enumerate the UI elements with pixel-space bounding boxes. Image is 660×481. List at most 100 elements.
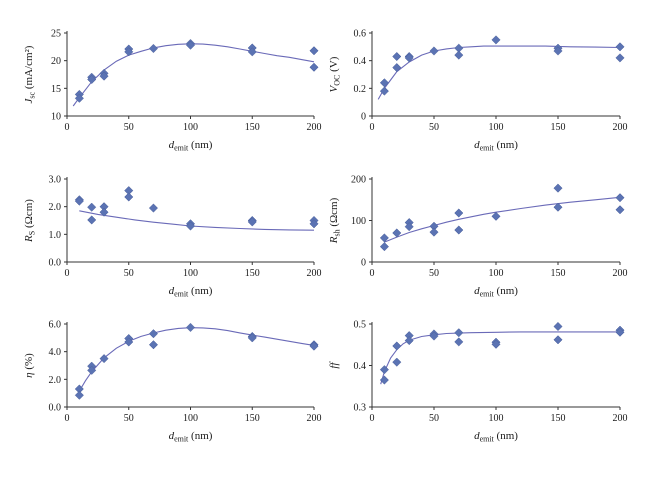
data-point-diamond — [309, 341, 319, 351]
y-tick-label: 100 — [351, 216, 366, 227]
y-tick-label: 3.0 — [49, 175, 62, 186]
x-tick-label: 100 — [489, 122, 504, 133]
x-tick-label: 50 — [429, 122, 439, 133]
x-tick-label: 150 — [245, 268, 260, 279]
x-axis-label-sub: emit — [480, 290, 495, 299]
x-axis-label: demit (nm) — [169, 285, 213, 299]
data-point-diamond — [454, 225, 464, 235]
panel-ff: 0 50 100 150 200 0.3 0.4 0.5 demit (nm) ff — [328, 320, 628, 444]
x-axis-label-sub: emit — [174, 290, 189, 299]
y-tick-label: 0 — [361, 258, 366, 269]
x-tick-label: 50 — [429, 413, 439, 424]
data-point-diamond — [185, 40, 196, 50]
data-point-diamond — [454, 208, 464, 218]
data-point-diamond — [99, 71, 109, 81]
y-axis-label-main: R — [23, 235, 35, 243]
y-tick-label: 0.3 — [354, 403, 367, 414]
x-axis-label-main: d — [169, 139, 175, 151]
panel-voc: 0 50 100 150 200 0 0.2 0.4 0.6 demit (nm) VOC (V) — [328, 29, 628, 153]
data-point-diamond — [379, 375, 389, 385]
data-point-diamond — [615, 53, 625, 63]
x-tick-label: 0 — [65, 122, 70, 133]
x-tick-label: 100 — [183, 122, 198, 133]
y-tick-label: 4.0 — [49, 347, 62, 358]
data-point-diamond — [615, 205, 625, 215]
fit-curve — [377, 45, 621, 100]
data-point-diamond — [309, 62, 319, 72]
y-tick-label: 200 — [351, 175, 366, 186]
data-point-diamond — [454, 50, 464, 60]
x-tick-label: 200 — [613, 268, 628, 279]
data-point-diamond — [491, 339, 501, 349]
data-point-diamond — [309, 219, 319, 229]
x-tick-label: 0 — [65, 268, 70, 279]
x-axis-label-unit: (nm) — [188, 285, 212, 297]
data-point-diamond — [491, 211, 501, 221]
x-tick-label: 50 — [124, 268, 134, 279]
data-point-diamond — [404, 53, 414, 63]
data-point-diamond — [553, 321, 563, 332]
y-axis-label-sub: sh — [333, 229, 342, 236]
data-point-diamond — [185, 322, 196, 333]
data-point-diamond — [615, 42, 625, 52]
y-tick-label: 2.0 — [49, 202, 62, 213]
x-tick-label: 0 — [370, 268, 375, 279]
y-axis-label: Jsc (mA/cm²) — [23, 45, 37, 103]
y-axis-label-sub: sc — [28, 91, 37, 98]
x-tick-label: 200 — [307, 122, 322, 133]
y-tick-label: 2.0 — [49, 375, 62, 386]
data-point-diamond — [379, 86, 389, 96]
x-tick-label: 50 — [124, 122, 134, 133]
data-point-diamond — [553, 335, 563, 345]
fit-curve — [72, 43, 315, 107]
y-axis-label-main: ff — [328, 361, 340, 369]
data-point-diamond — [379, 242, 389, 252]
x-tick-label: 100 — [183, 413, 198, 424]
y-axis-label: η (%) — [23, 353, 35, 378]
x-axis-label-main: d — [169, 285, 175, 297]
y-axis-label: RS (Ωcm) — [23, 199, 37, 243]
fit-curve — [79, 210, 315, 231]
y-axis-label-unit: (Ωcm) — [328, 197, 340, 229]
x-tick-label: 150 — [551, 268, 566, 279]
x-axis-label-main: d — [474, 430, 480, 442]
data-point-diamond — [429, 331, 439, 341]
y-tick-label: 10 — [51, 112, 61, 123]
panel-rsh: 0 50 100 150 200 0 100 200 demit (nm) Rsh (Ωcm) — [328, 175, 628, 299]
x-tick-label: 150 — [551, 122, 566, 133]
y-axis-label: ff — [328, 361, 340, 369]
y-tick-label: 15 — [51, 84, 61, 95]
data-point-diamond — [392, 51, 402, 62]
fit-curve — [380, 331, 620, 385]
data-point-diamond — [392, 357, 402, 367]
x-tick-label: 100 — [183, 268, 198, 279]
data-point-diamond — [392, 341, 402, 351]
x-axis-label: demit (nm) — [169, 430, 213, 444]
y-axis-label-unit: (%) — [23, 353, 35, 373]
x-axis-label-unit: (nm) — [188, 139, 212, 151]
data-point-diamond — [247, 47, 257, 57]
x-tick-label: 50 — [429, 268, 439, 279]
data-point-diamond — [379, 365, 389, 375]
data-point-diamond — [148, 340, 159, 350]
data-point-diamond — [124, 47, 134, 57]
data-point-diamond — [553, 183, 563, 193]
data-point-diamond — [124, 337, 134, 347]
panel-rs: 0 50 100 150 200 0.0 1.0 2.0 3.0 demit (nm) RS (Ωc… — [23, 175, 322, 299]
data-point-diamond — [148, 203, 159, 213]
x-tick-label: 150 — [245, 413, 260, 424]
data-point-diamond — [87, 74, 97, 85]
data-point-diamond — [148, 329, 159, 339]
x-tick-label: 150 — [245, 122, 260, 133]
x-axis-label-unit: (nm) — [494, 430, 518, 442]
x-axis-label: demit (nm) — [474, 139, 518, 153]
data-point-diamond — [392, 228, 402, 238]
x-tick-label: 200 — [613, 122, 628, 133]
data-point-diamond — [553, 202, 563, 212]
x-axis-label-sub: emit — [174, 435, 189, 444]
y-tick-label: 0.6 — [354, 29, 367, 40]
x-tick-label: 200 — [307, 268, 322, 279]
data-point-diamond — [553, 46, 563, 56]
data-point-diamond — [99, 207, 109, 217]
x-tick-label: 0 — [370, 413, 375, 424]
